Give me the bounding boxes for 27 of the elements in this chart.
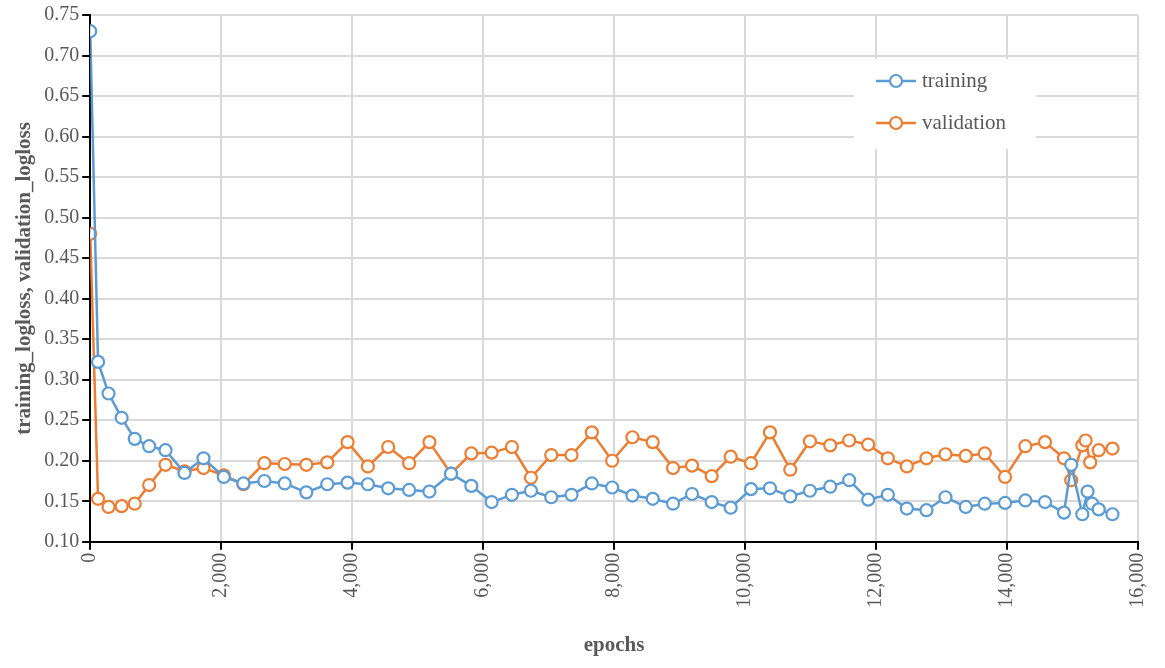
y-tick-label: 0.75	[44, 2, 80, 25]
y-tick-label: 0.20	[44, 448, 80, 470]
x-tick-label: 4,000	[339, 552, 362, 598]
y-tick-label: 0.25	[44, 407, 80, 430]
x-tick-label: 12,000	[863, 552, 886, 608]
y-tick-label: 0.55	[44, 164, 80, 187]
x-tick-label: 0	[77, 552, 100, 563]
x-tick-label: 6,000	[470, 552, 493, 598]
x-tick-label: 14,000	[994, 552, 1017, 608]
legend-label: validation	[922, 109, 1007, 134]
y-tick-label: 0.60	[44, 123, 80, 146]
y-tick-label: 0.70	[44, 42, 80, 65]
x-tick-label: 2,000	[208, 552, 231, 598]
y-tick-label: 0.10	[44, 529, 80, 552]
legend-label: training	[922, 67, 988, 92]
y-tick-label: 0.15	[44, 488, 80, 511]
y-axis-title: training_logloss, validation_logloss	[11, 122, 36, 435]
y-tick-label: 0.30	[44, 366, 80, 389]
x-axis-title: epochs	[583, 631, 645, 656]
x-tick-label: 10,000	[732, 552, 755, 608]
y-tick-label: 0.65	[44, 83, 80, 106]
y-tick-label: 0.45	[44, 245, 80, 268]
x-tick-label: 8,000	[601, 552, 624, 598]
y-tick-label: 0.50	[44, 204, 80, 227]
x-tick-label: 16,000	[1125, 552, 1148, 608]
y-tick-label: 0.35	[44, 326, 80, 349]
y-tick-label: 0.40	[44, 285, 80, 308]
